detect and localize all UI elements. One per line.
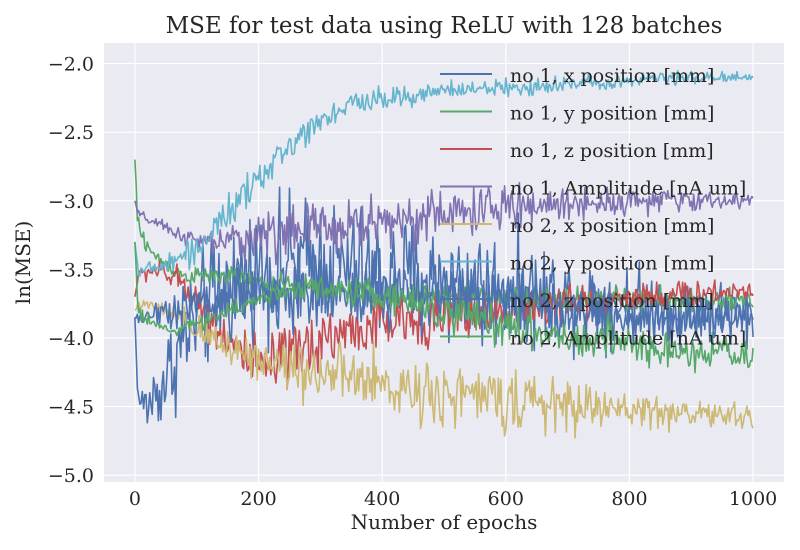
legend-label: no 2, x position [mm] [510, 215, 714, 237]
x-tick-label: 800 [611, 488, 647, 510]
legend-label: no 2, y position [mm] [510, 253, 714, 275]
x-axis-label: Number of epochs [351, 510, 538, 534]
tick-labels: 0 200 400 600 800 1000 −5.0 −4.5 −4.0 −3.5 −3.0 −2.… [48, 54, 777, 510]
legend-label: no 1, Amplitude [nA um] [510, 178, 746, 200]
y-tick-label: −4.5 [48, 397, 94, 419]
legend-label: no 2, z position [mm] [510, 290, 714, 312]
x-tick-label: 400 [364, 488, 400, 510]
series-line-4 [134, 182, 754, 266]
legend-label: no 1, x position [mm] [510, 65, 714, 87]
legend-label: no 2, Amplitude [nA um] [510, 328, 746, 350]
legend-label: no 1, z position [mm] [510, 140, 714, 162]
x-tick-label: 0 [129, 488, 141, 510]
y-tick-label: −2.5 [48, 122, 94, 144]
series-layer [134, 69, 754, 439]
series-line-7 [134, 246, 754, 347]
x-tick-label: 600 [488, 488, 524, 510]
legend-label: no 1, y position [mm] [510, 103, 714, 125]
y-tick-label: −3.5 [48, 259, 94, 281]
y-tick-label: −2.0 [48, 54, 94, 76]
legend: no 1, x position [mm] no 1, y position [m… [440, 65, 746, 350]
y-tick-label: −3.0 [48, 191, 94, 213]
series-line-6 [134, 69, 754, 277]
x-tick-label: 1000 [729, 488, 777, 510]
series-line-5 [134, 299, 754, 439]
series-line-8 [134, 241, 754, 374]
chart-title: MSE for test data using ReLU with 128 ba… [166, 13, 723, 39]
y-tick-label: −5.0 [48, 465, 94, 487]
x-tick-label: 200 [240, 488, 276, 510]
y-axis-label: ln(MSE) [11, 221, 35, 305]
y-tick-label: −4.0 [48, 328, 94, 350]
